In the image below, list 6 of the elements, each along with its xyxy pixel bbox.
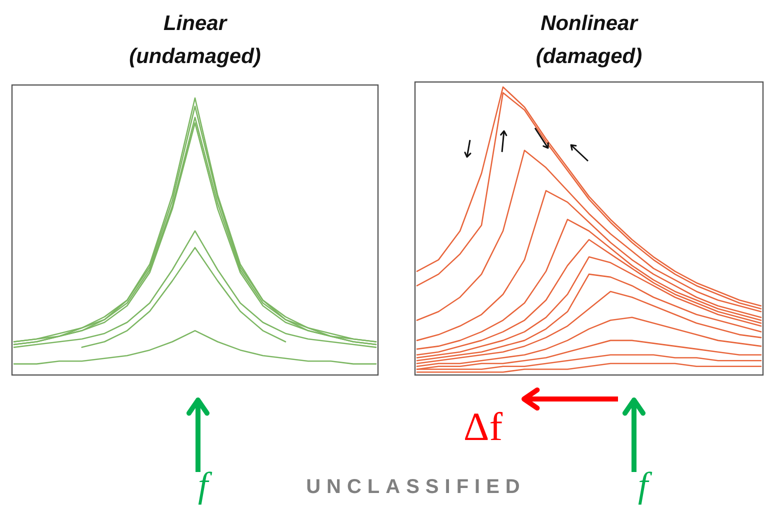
text: f <box>638 465 653 505</box>
chart-title: Nonlinear (damaged) <box>536 12 642 68</box>
chart-title: Linear (undamaged) <box>129 12 261 68</box>
text: UNCLASSIFIED <box>306 476 526 498</box>
text: f <box>198 465 213 505</box>
text: Δf <box>463 404 504 449</box>
